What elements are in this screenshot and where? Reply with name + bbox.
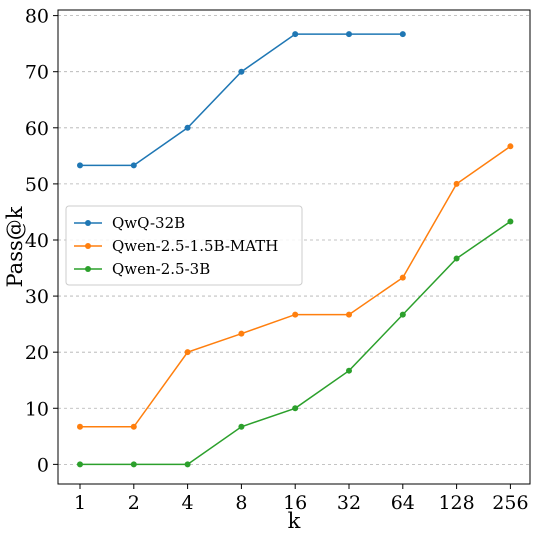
y-tick-label: 80 — [25, 6, 49, 28]
data-point-qwen-2-5-3b — [507, 218, 514, 225]
x-tick-label: 4 — [182, 492, 194, 514]
x-tick-label: 256 — [492, 492, 528, 514]
data-point-qwq-32b — [238, 68, 245, 75]
x-axis-title: k — [288, 509, 301, 533]
x-tick-label: 128 — [438, 492, 474, 514]
legend-marker — [85, 220, 91, 226]
series-lines — [77, 31, 514, 468]
data-point-qwen-2-5-3b — [292, 405, 299, 412]
x-tick-label: 2 — [128, 492, 140, 514]
data-point-qwen-2-5-1-5b-math — [453, 180, 460, 187]
y-axis-title: Pass@k — [3, 206, 27, 287]
data-point-qwq-32b — [346, 31, 352, 38]
legend-box — [65, 205, 303, 286]
data-point-qwen-2-5-3b — [77, 461, 83, 468]
data-point-qwen-2-5-1-5b-math — [507, 143, 514, 150]
data-point-qwen-2-5-3b — [399, 311, 406, 318]
legend-label: Qwen-2.5-1.5B-MATH — [112, 237, 278, 255]
plot-frame — [57, 9, 531, 485]
data-point-qwq-32b — [292, 31, 299, 38]
data-point-qwen-2-5-3b — [346, 367, 352, 374]
data-point-qwen-2-5-1-5b-math — [184, 349, 191, 356]
x-tick-label: 32 — [337, 492, 361, 514]
x-tick-label: 16 — [283, 492, 307, 514]
series-line-qwq-32b — [80, 33, 403, 167]
data-point-qwen-2-5-1-5b-math — [346, 311, 352, 318]
data-point-qwq-32b — [130, 162, 137, 169]
x-tick-label: 8 — [235, 492, 247, 514]
data-point-qwen-2-5-3b — [238, 423, 245, 430]
series-line-qwen-2-5-1-5b-math — [80, 145, 511, 428]
y-tick-label: 40 — [25, 230, 49, 252]
data-point-qwq-32b — [399, 31, 406, 38]
data-point-qwen-2-5-1-5b-math — [130, 423, 137, 430]
data-point-qwen-2-5-3b — [130, 461, 137, 468]
y-tick-label: 30 — [25, 286, 49, 308]
y-tick-label: 20 — [25, 342, 49, 364]
y-tick-label: 70 — [25, 62, 49, 84]
x-tick-label: 1 — [74, 492, 86, 514]
axis-ticks: 0 10 20 30 40 50 60 70 80 1 2 4 8 16 32 64 128 256 — [25, 6, 529, 514]
data-point-qwen-2-5-1-5b-math — [77, 423, 83, 430]
data-point-qwen-2-5-1-5b-math — [292, 311, 299, 318]
legend: QwQ-32B Qwen-2.5-1.5B-MATH Qwen-2.5-3B — [65, 205, 303, 286]
data-point-qwen-2-5-1-5b-math — [238, 330, 245, 337]
data-point-qwen-2-5-1-5b-math — [399, 274, 406, 281]
x-tick-label: 64 — [391, 492, 415, 514]
legend-marker — [85, 266, 91, 272]
legend-marker — [85, 243, 91, 249]
legend-label: Qwen-2.5-3B — [112, 260, 210, 278]
data-point-qwen-2-5-3b — [453, 255, 460, 262]
legend-label: QwQ-32B — [112, 214, 185, 232]
data-point-qwen-2-5-3b — [184, 461, 191, 468]
y-tick-label: 50 — [25, 174, 49, 196]
data-point-qwq-32b — [77, 162, 83, 169]
y-tick-label: 10 — [25, 398, 49, 420]
y-tick-label: 60 — [25, 118, 49, 140]
data-point-qwq-32b — [184, 124, 191, 131]
y-tick-label: 0 — [37, 454, 49, 476]
